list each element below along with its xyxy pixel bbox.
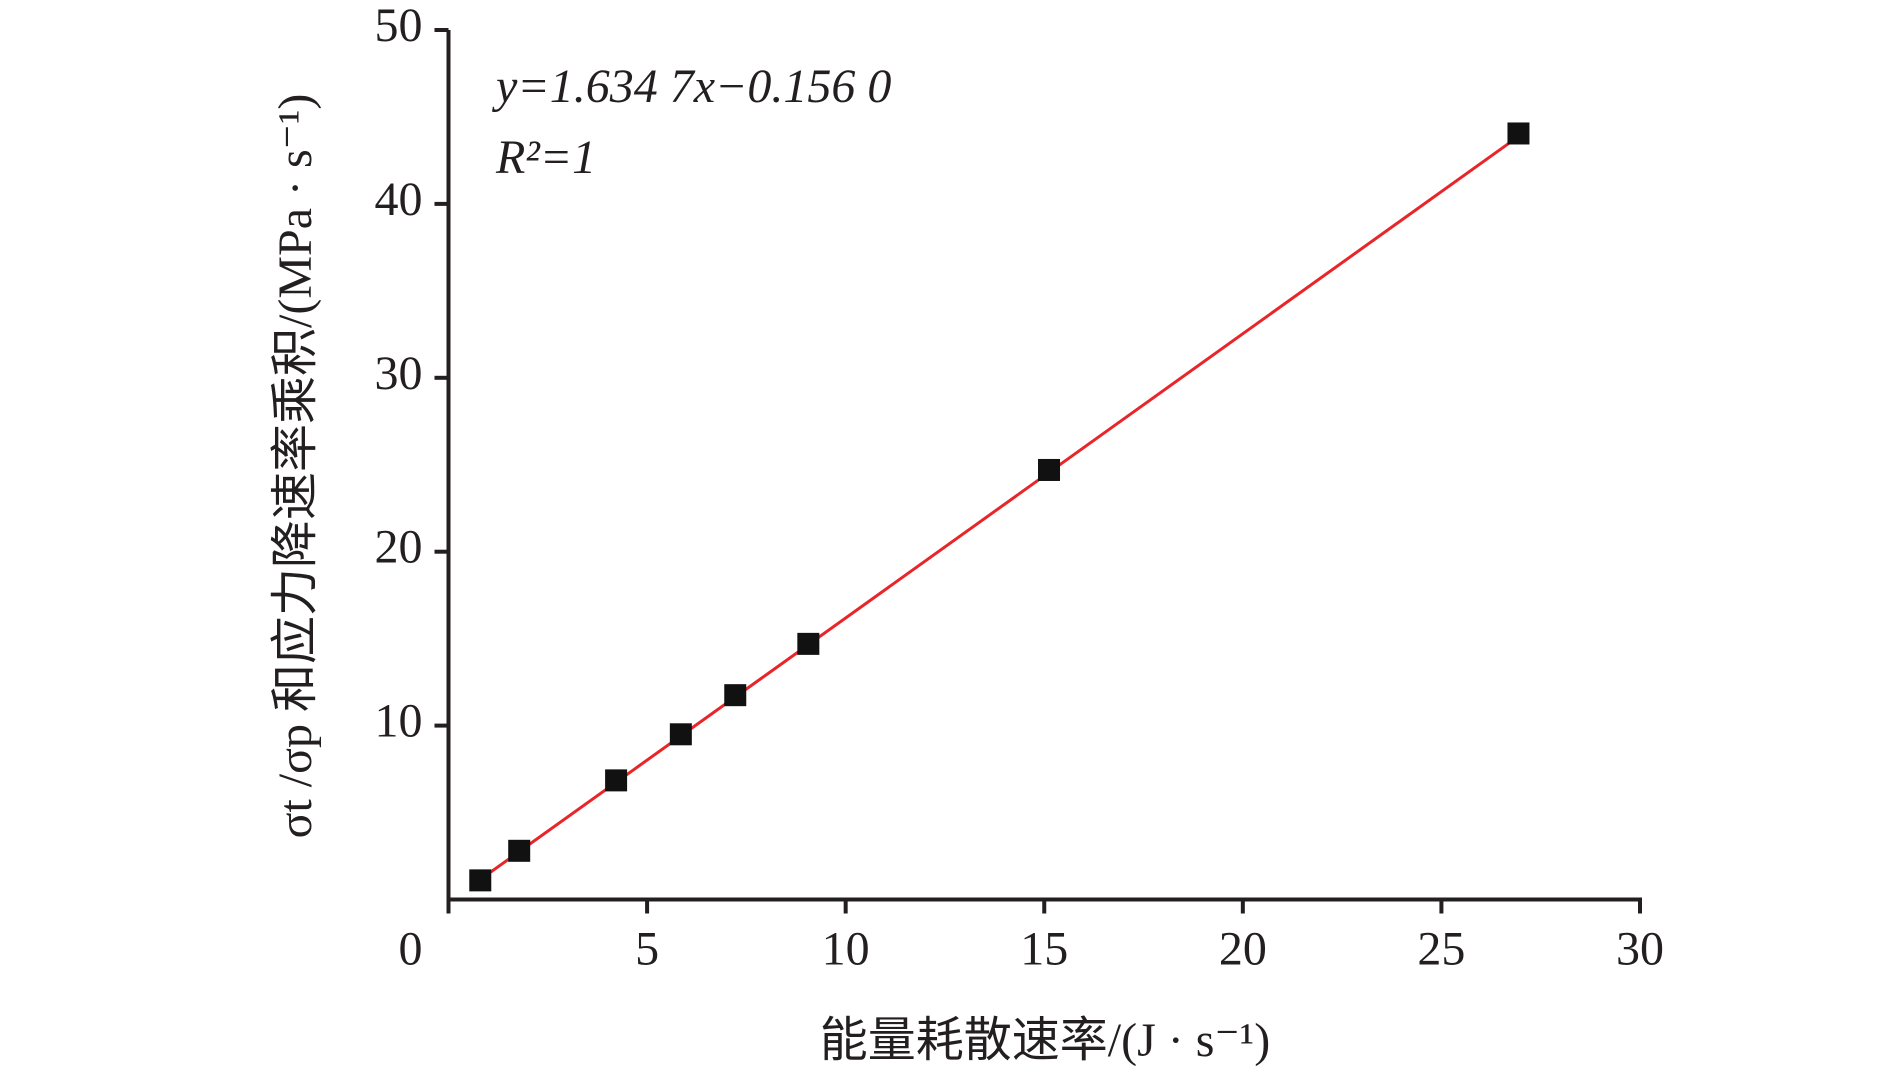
data-point: [1507, 122, 1530, 145]
fit-line: [479, 135, 1520, 881]
x-tick-label: 0: [399, 923, 423, 976]
r-squared: R²=1: [495, 131, 596, 184]
x-tick-label: 25: [1417, 923, 1465, 976]
y-tick-label: 20: [375, 521, 423, 574]
x-tick-label: 5: [635, 923, 659, 976]
x-axis-label: 能量耗散速率/(J · s⁻¹): [820, 1014, 1270, 1067]
y-tick-label: 10: [375, 695, 423, 748]
data-point: [1038, 458, 1061, 481]
data-point: [724, 684, 747, 707]
data-point: [605, 769, 628, 792]
y-tick-label: 50: [375, 0, 423, 52]
y-axis-label: σt /σp 和应力降速率乘积/(MPa · s⁻¹): [269, 94, 322, 839]
data-point: [669, 723, 692, 746]
y-tick-label: 40: [375, 173, 423, 226]
x-tick-label: 15: [1020, 923, 1068, 976]
x-tick-label: 20: [1219, 923, 1267, 976]
y-tick-label: 30: [375, 347, 423, 400]
equation: y=1.634 7x−0.156 0: [491, 60, 891, 113]
x-tick-label: 10: [822, 923, 870, 976]
x-tick-label: 30: [1616, 923, 1664, 976]
data-point: [469, 869, 492, 892]
data-point: [797, 632, 820, 655]
data-point: [508, 839, 531, 862]
